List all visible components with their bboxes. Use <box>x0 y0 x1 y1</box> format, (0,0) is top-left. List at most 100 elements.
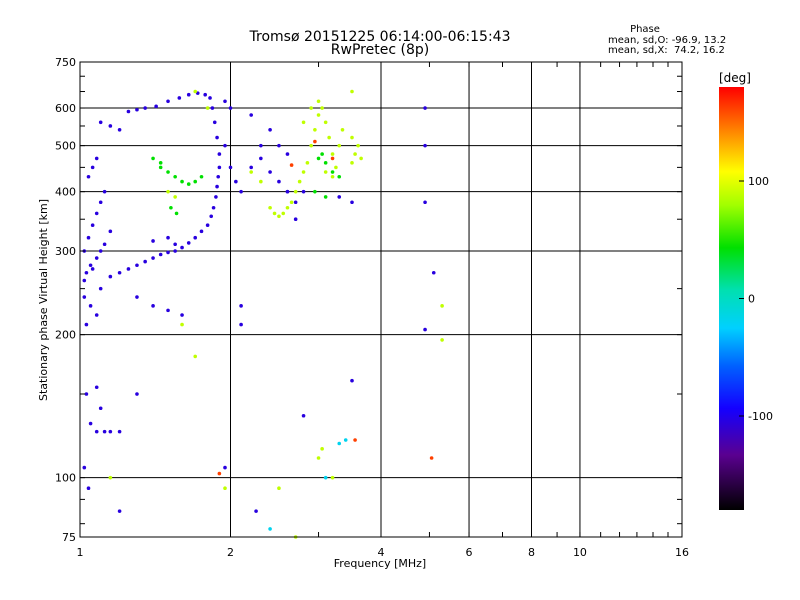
data-point <box>289 163 294 167</box>
data-point <box>327 135 331 140</box>
data-point <box>431 270 436 275</box>
data-point <box>223 465 227 470</box>
data-point <box>154 104 158 109</box>
data-point <box>186 241 191 245</box>
y-tick-label: 600 <box>55 102 76 115</box>
data-point <box>94 211 99 216</box>
data-point <box>135 392 139 396</box>
y-tick-label: 100 <box>55 472 76 485</box>
data-point <box>281 211 286 216</box>
data-point <box>423 327 427 332</box>
data-point <box>239 189 243 194</box>
data-point <box>151 156 155 161</box>
data-point <box>337 143 342 148</box>
data-point <box>301 189 306 194</box>
data-point <box>90 267 95 271</box>
data-point <box>353 438 357 442</box>
data-point <box>108 229 113 234</box>
x-axis-label: Frequency [MHz] <box>334 557 426 570</box>
data-point <box>316 456 321 460</box>
data-point <box>350 135 354 140</box>
grid-lines <box>80 62 682 537</box>
data-point <box>323 195 328 199</box>
data-point <box>217 152 222 156</box>
data-point <box>193 89 198 94</box>
data-point <box>334 165 338 170</box>
data-point <box>117 127 122 132</box>
data-point <box>193 354 198 359</box>
data-point <box>337 174 342 179</box>
data-point <box>180 313 184 317</box>
x-tick-label: 2 <box>227 546 234 559</box>
y-tick-label: 200 <box>55 329 76 342</box>
data-point <box>151 304 155 308</box>
data-point <box>223 143 227 148</box>
data-point <box>199 174 204 179</box>
data-point <box>90 165 95 170</box>
data-point <box>359 156 363 161</box>
data-point <box>180 179 184 184</box>
data-point <box>98 286 103 291</box>
data-point <box>234 179 238 184</box>
data-point <box>223 486 227 491</box>
data-point <box>158 165 163 170</box>
data-point <box>158 252 163 257</box>
data-point <box>249 165 253 170</box>
data-point <box>84 270 89 275</box>
data-point <box>313 139 317 144</box>
data-point <box>259 179 263 184</box>
data-point <box>86 235 91 240</box>
data-point <box>108 429 113 434</box>
data-point <box>330 156 335 161</box>
data-point <box>126 109 131 114</box>
y-tick-label: 500 <box>55 140 76 153</box>
data-point <box>217 471 222 476</box>
data-point <box>320 106 324 110</box>
data-point <box>316 113 321 117</box>
data-point <box>94 429 99 434</box>
chart-subtitle: RwPretec (8p) <box>331 42 429 58</box>
data-point <box>268 205 272 210</box>
data-point <box>186 182 191 186</box>
data-point <box>82 465 87 470</box>
x-tick-label: 6 <box>466 546 473 559</box>
data-point <box>173 195 177 199</box>
y-tick-label: 750 <box>55 56 76 69</box>
data-point <box>88 304 93 308</box>
data-points <box>82 89 444 539</box>
data-point <box>177 96 182 100</box>
data-point <box>277 486 281 491</box>
data-point <box>86 486 91 491</box>
data-point <box>337 195 342 199</box>
data-point <box>173 242 177 247</box>
data-point <box>135 295 139 299</box>
data-point <box>210 106 215 110</box>
data-point <box>249 170 253 174</box>
data-point <box>102 429 107 434</box>
data-point <box>285 205 290 210</box>
data-point <box>272 211 277 216</box>
data-point <box>277 214 281 219</box>
data-point <box>216 174 221 179</box>
colorbar-ticks: 100 0 -100 <box>739 175 773 423</box>
data-point <box>259 143 263 148</box>
data-point <box>94 256 99 260</box>
data-point <box>323 170 328 174</box>
data-point <box>180 245 184 250</box>
data-point <box>340 127 345 132</box>
chart-title: Tromsø 20151225 06:14:00-06:15:43 <box>249 29 511 45</box>
data-point <box>293 189 298 194</box>
data-point <box>135 107 139 112</box>
data-point <box>277 143 281 148</box>
data-point <box>320 447 324 451</box>
data-point <box>330 475 335 480</box>
data-point <box>166 308 170 313</box>
data-point <box>268 127 272 132</box>
colorbar-tick-label: 0 <box>748 293 755 306</box>
data-point <box>350 200 354 205</box>
data-point <box>215 184 219 189</box>
data-point <box>214 195 218 199</box>
data-point <box>423 106 427 110</box>
x-tick-label: 16 <box>675 546 689 559</box>
